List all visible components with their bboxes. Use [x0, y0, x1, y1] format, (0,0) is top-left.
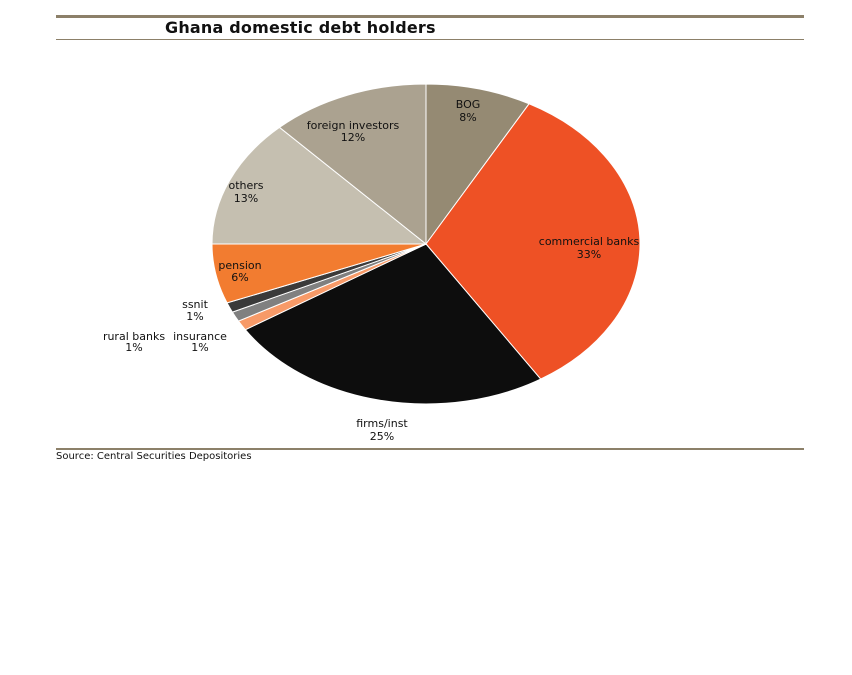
label-name-rural-banks: rural banks — [103, 330, 165, 343]
label-name-insurance: insurance — [173, 330, 227, 343]
label-pct-others: 13% — [234, 192, 258, 205]
label-pct-foreign-investors: 12% — [341, 131, 365, 144]
pie-slice-foreign-investors — [278, 83, 427, 246]
pie-slice-others — [211, 126, 428, 245]
label-name-commercial-banks: commercial banks — [539, 235, 640, 248]
title-rule — [56, 39, 804, 40]
chart-title: Ghana domestic debt holders — [165, 18, 436, 37]
label-name-firms-inst: firms/inst — [356, 417, 408, 430]
top-rule — [56, 15, 804, 18]
label-pct-pension: 6% — [231, 271, 248, 284]
label-name-foreign-investors: foreign investors — [307, 119, 400, 132]
label-pct-rural-banks: 1% — [125, 341, 142, 354]
source-note: Source: Central Securities Depositories — [56, 451, 252, 462]
label-pct-bog: 8% — [459, 111, 476, 124]
label-name-others: others — [228, 179, 263, 192]
bottom-rule — [56, 448, 804, 450]
pie-slice-commercial-banks — [425, 103, 641, 380]
label-pct-firms-inst: 25% — [370, 430, 394, 443]
label-name-pension: pension — [218, 259, 261, 272]
label-pct-insurance: 1% — [191, 341, 208, 354]
pie-slice-firms-inst — [244, 243, 542, 405]
label-name-bog: BOG — [456, 98, 481, 111]
pie-slice-bog — [425, 83, 530, 246]
label-pct-ssnit: 1% — [186, 310, 203, 323]
label-name-ssnit: ssnit — [182, 298, 208, 311]
label-pct-commercial-banks: 33% — [577, 248, 601, 261]
